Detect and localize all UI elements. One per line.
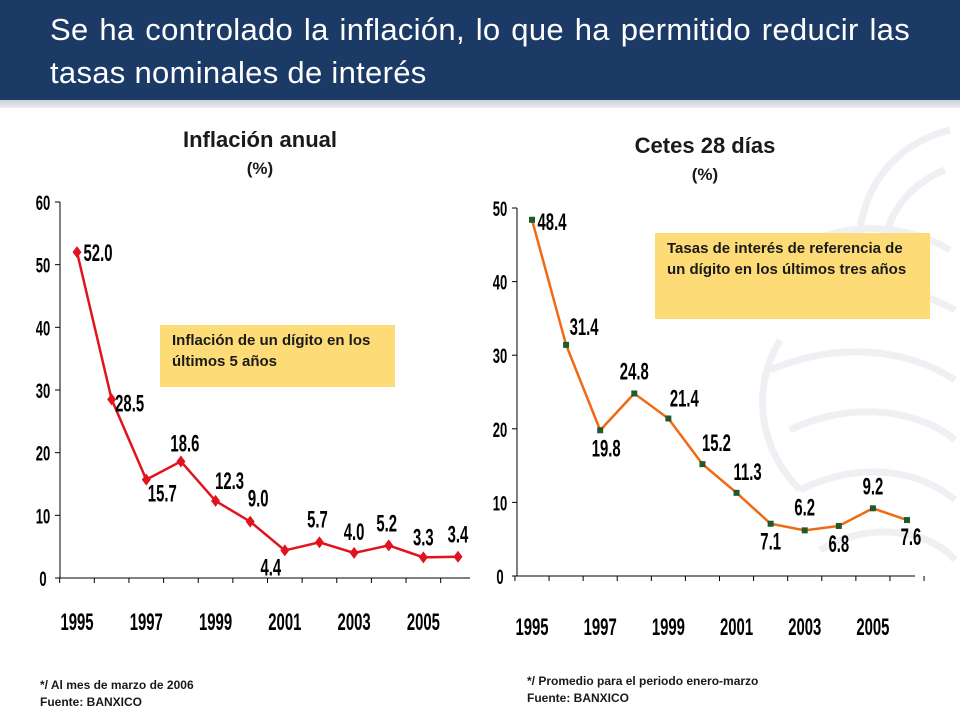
inflation-y-tick-label: 50	[36, 253, 50, 277]
right-chart-title: Cetes 28 días (%)	[575, 132, 835, 188]
inflation-x-tick-label: 1997	[130, 610, 163, 636]
inflation-chart: 0 10 20 30 40 50 60 1995 1997 1999 2001 2003 2005 52.…	[36, 191, 470, 636]
inflation-data-point	[72, 246, 82, 259]
cetes-y-tick-label: 30	[493, 344, 507, 368]
cetes-x-tick-label: 1995	[515, 615, 548, 641]
cetes-data-label: 24.8	[620, 359, 649, 385]
cetes-footnote-text: */ Promedio para el periodo enero-marzo	[527, 674, 759, 688]
cetes-data-point	[767, 520, 774, 527]
inflation-data-point	[349, 546, 359, 559]
inflation-data-label: 15.7	[148, 481, 177, 507]
inflation-data-label: 3.3	[413, 525, 434, 551]
inflation-data-point	[280, 544, 290, 557]
inflation-data-label: 3.4	[448, 522, 469, 548]
inflation-y-tick-label: 10	[36, 504, 50, 528]
inflation-data-label: 5.2	[376, 511, 397, 537]
left-chart-name: Inflación anual	[182, 127, 338, 152]
title-divider	[0, 100, 960, 108]
cetes-y-tick-label: 0	[496, 565, 503, 589]
inflation-data-label: 4.0	[344, 520, 365, 546]
right-chart-unit: (%)	[691, 165, 719, 184]
inflation-y-tick-label: 30	[36, 379, 50, 403]
inflation-y-tick-label: 0	[39, 567, 46, 591]
inflation-data-label: 18.6	[170, 431, 199, 457]
cetes-data-label: 19.8	[592, 436, 621, 462]
cetes-data-label: 48.4	[538, 209, 567, 235]
cetes-source: Fuente: BANXICO	[527, 691, 629, 705]
cetes-x-tick-label: 1997	[584, 615, 617, 641]
inflation-x-tick-label: 1999	[199, 610, 232, 636]
left-chart-unit: (%)	[246, 159, 274, 178]
cetes-data-label: 7.1	[760, 529, 781, 555]
inflation-data-point	[314, 536, 324, 549]
inflation-data-point	[141, 473, 151, 486]
inflation-callout: Inflación de un dígito en los últimos 5 …	[160, 325, 395, 387]
inflation-footnote: */ Al mes de marzo de 2006 Fuente: BANXI…	[40, 677, 194, 711]
inflation-data-label: 9.0	[248, 486, 269, 512]
cetes-data-point	[597, 427, 604, 434]
cetes-data-point	[835, 522, 842, 529]
inflation-data-label: 4.4	[260, 555, 281, 581]
inflation-data-point	[418, 551, 428, 564]
inflation-source: Fuente: BANXICO	[40, 695, 142, 709]
inflation-data-point	[453, 550, 463, 563]
cetes-data-label: 6.8	[828, 532, 849, 558]
left-chart-title: Inflación anual (%)	[130, 126, 390, 182]
cetes-data-point	[904, 517, 910, 524]
inflation-y-tick-label: 40	[36, 316, 50, 340]
inflation-x-tick-label: 2001	[268, 610, 301, 636]
cetes-data-point	[529, 216, 535, 223]
cetes-data-point	[563, 341, 570, 348]
cetes-x-tick-label: 1999	[652, 615, 685, 641]
inflation-data-point	[107, 393, 117, 406]
inflation-data-label: 28.5	[115, 391, 144, 417]
inflation-data-point	[176, 455, 186, 468]
cetes-y-tick-label: 10	[493, 491, 507, 515]
cetes-data-label: 6.2	[794, 495, 815, 521]
cetes-series-line	[530, 219, 908, 532]
cetes-data-label: 31.4	[570, 314, 599, 340]
cetes-data-point	[699, 461, 706, 468]
inflation-data-point	[245, 515, 255, 528]
cetes-data-label: 21.4	[670, 386, 699, 412]
cetes-data-label: 11.3	[733, 459, 761, 485]
cetes-y-tick-label: 40	[493, 270, 507, 294]
cetes-y-tick-label: 20	[493, 418, 507, 442]
cetes-data-point	[733, 489, 740, 496]
title-banner	[0, 0, 960, 100]
cetes-x-tick-label: 2001	[720, 615, 753, 641]
inflation-series-line	[75, 251, 459, 559]
inflation-data-point	[211, 494, 221, 507]
cetes-data-point	[801, 527, 808, 534]
cetes-data-label: 7.6	[901, 525, 922, 551]
inflation-data-point	[384, 539, 394, 552]
inflation-data-label: 5.7	[307, 507, 328, 533]
cetes-chart: 0 10 20 30 40 50 1995 1997 1999 2001 2003 2005 48.4 3…	[493, 197, 925, 641]
cetes-y-tick-label: 50	[493, 197, 507, 221]
slide-title: Se ha controlado la inflación, lo que ha…	[50, 12, 910, 90]
cetes-callout: Tasas de interés de referencia de un díg…	[655, 233, 930, 319]
right-chart-name: Cetes 28 días	[634, 133, 776, 158]
inflation-data-label: 52.0	[84, 241, 113, 267]
cetes-data-point	[869, 505, 876, 512]
inflation-footnote-text: */ Al mes de marzo de 2006	[40, 678, 194, 692]
cetes-data-point	[631, 390, 638, 397]
cetes-data-label: 9.2	[863, 474, 884, 500]
inflation-x-tick-label: 2005	[407, 610, 440, 636]
cetes-x-tick-label: 2005	[856, 615, 889, 641]
cetes-footnote: */ Promedio para el periodo enero-marzo …	[527, 673, 758, 707]
cetes-data-point	[665, 415, 672, 422]
inflation-y-tick-label: 60	[36, 191, 50, 215]
cetes-x-tick-label: 2003	[788, 615, 821, 641]
inflation-y-tick-label: 20	[36, 441, 50, 465]
inflation-data-label: 12.3	[215, 468, 244, 494]
inflation-x-tick-label: 1995	[60, 610, 93, 636]
inflation-x-tick-label: 2003	[338, 610, 371, 636]
cetes-data-label: 15.2	[702, 431, 731, 457]
